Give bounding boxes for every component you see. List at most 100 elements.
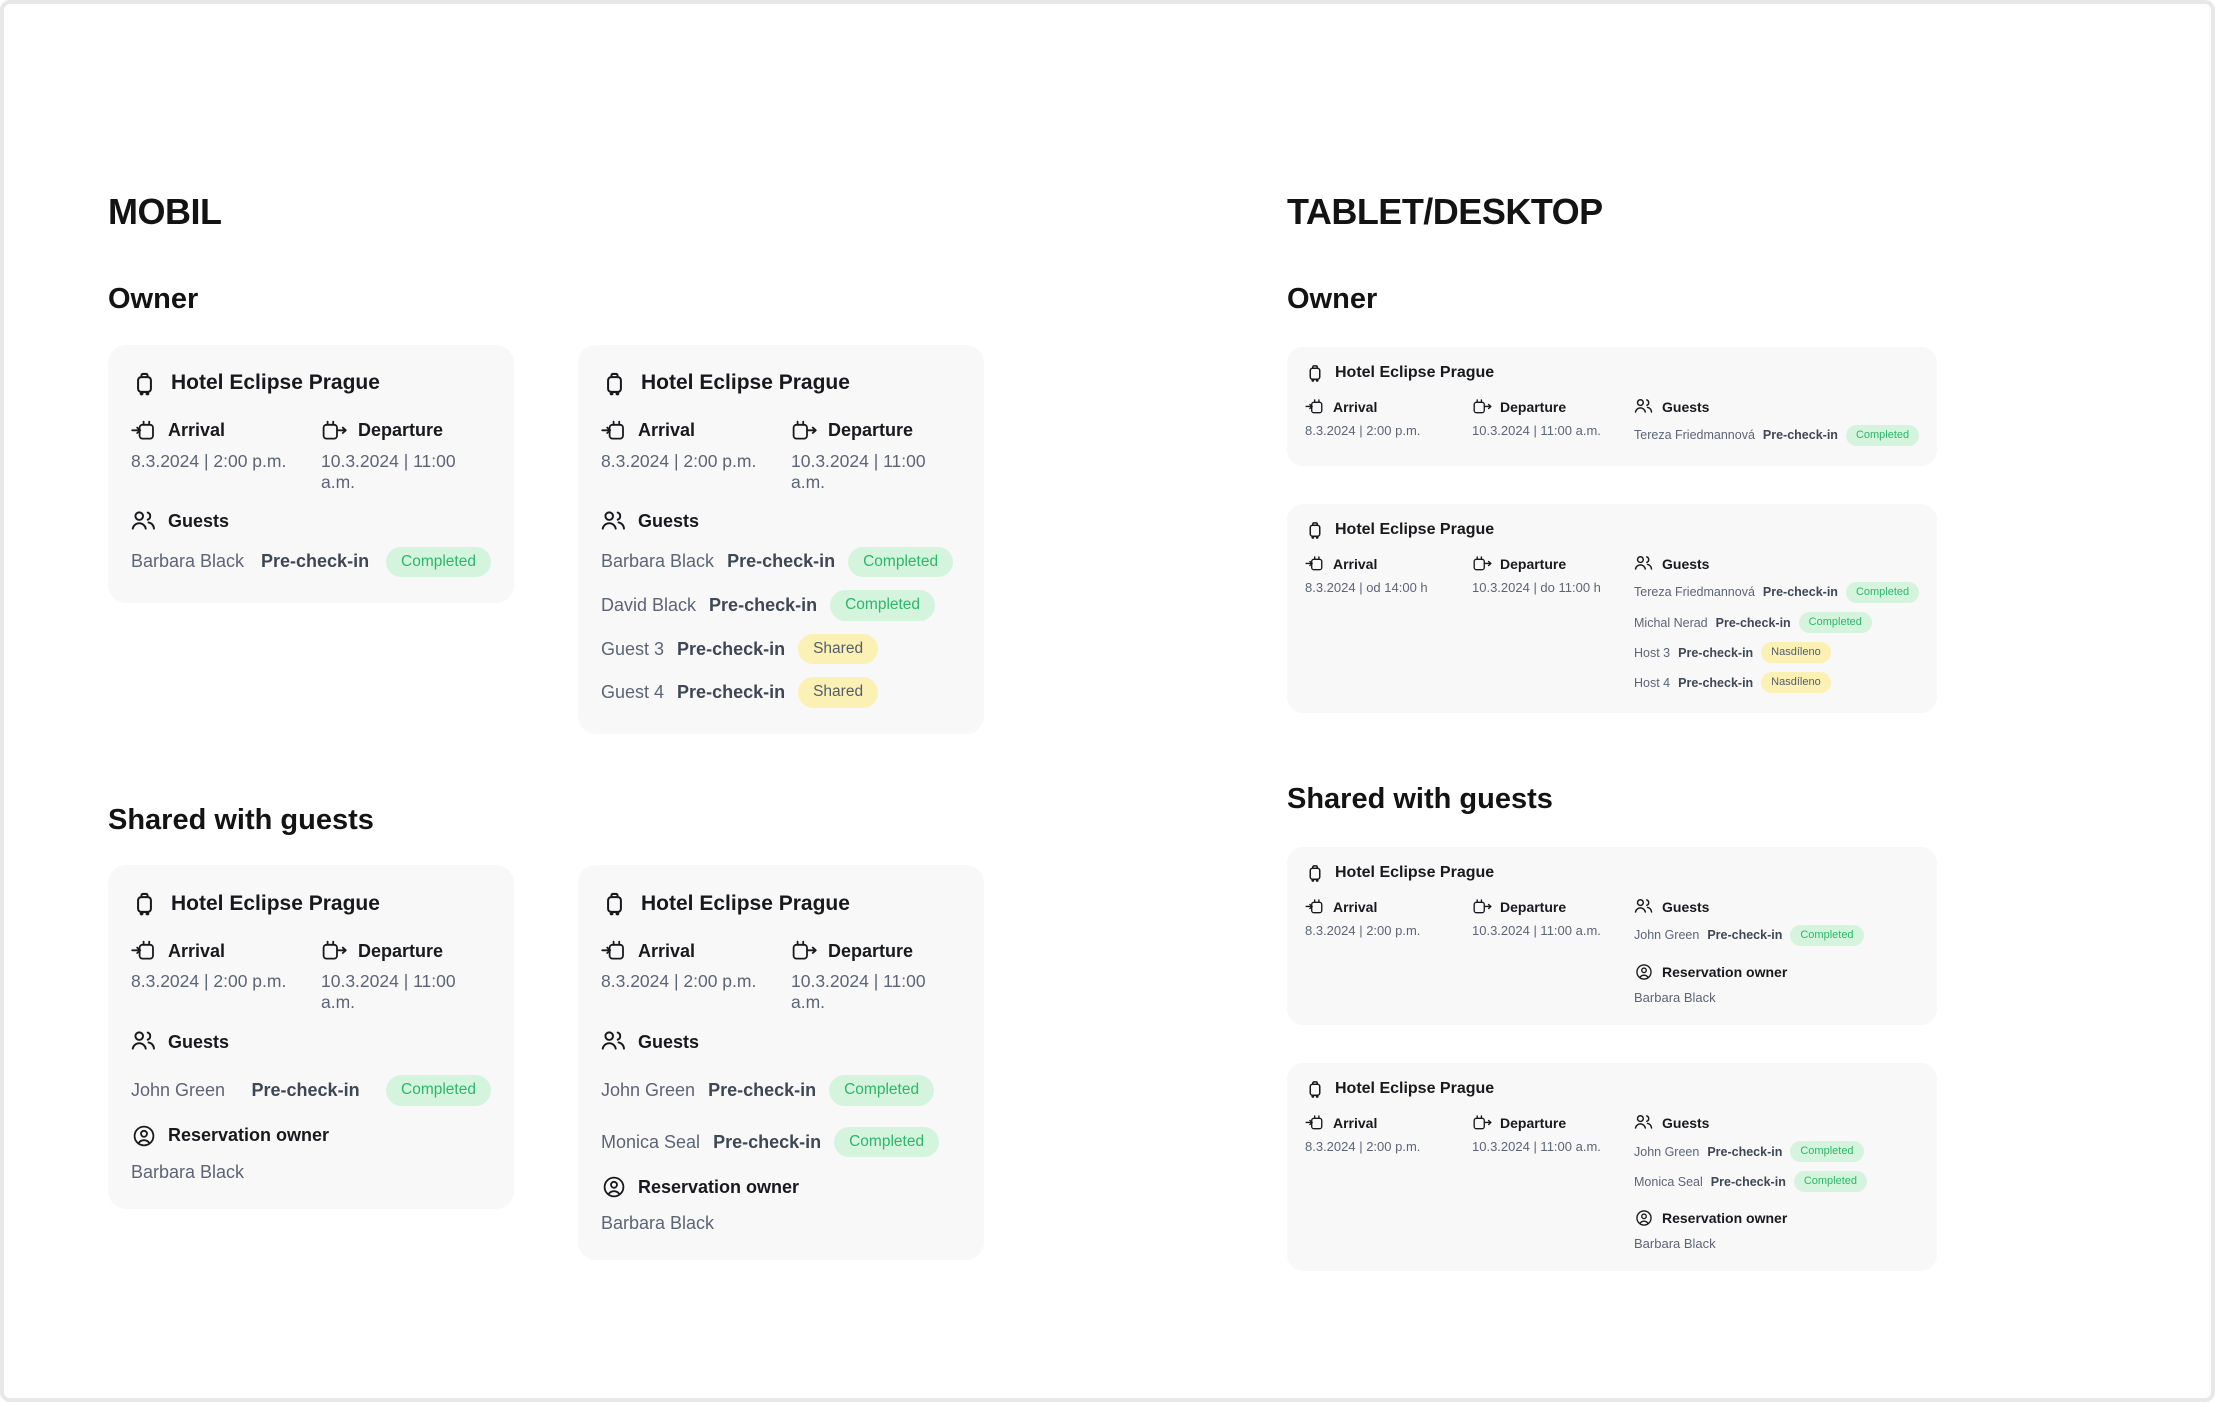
luggage-icon [601, 890, 628, 917]
guests-column: Guests Tereza Friedmannová Pre-check-in … [1634, 398, 1920, 446]
mobile-section-title: MOBIL [108, 191, 222, 232]
reservation-owner-name: Barbara Black [131, 1161, 245, 1182]
hotel-title-row: Hotel Eclipse Prague [1305, 863, 1919, 883]
pre-check-in-status-badge: Completed [830, 590, 936, 621]
calendar-arrow-out-icon [321, 939, 347, 963]
group-owner: Owner Hotel Eclipse Prague Arrival 8.3.2… [1287, 283, 1967, 714]
users-icon [601, 1030, 627, 1054]
guest-name: Barbara Black [601, 551, 715, 572]
arrival-datetime: 8.3.2024 | od 14:00 h [1305, 579, 1428, 595]
guest-name: Monica Seal [1634, 1174, 1703, 1189]
users-icon [1634, 555, 1654, 573]
arrival-column: Arrival 8.3.2024 | 2:00 p.m. [1305, 898, 1472, 938]
hotel-title-row: Hotel Eclipse Prague [1305, 363, 1919, 383]
departure-column: Departure 10.3.2024 | 11:00 a.m. [321, 419, 491, 493]
reservation_owner-label-row: Reservation owner [1634, 1209, 1919, 1227]
arrival-label-row: Arrival [1305, 898, 1472, 916]
guests-label: Guests [1662, 898, 1710, 915]
pre-check-in-status-badge: Completed [1793, 1171, 1868, 1193]
pre-check-in-status-badge: Nasdíleno [1761, 672, 1831, 694]
pre-check-in-status-badge: Completed [1798, 611, 1872, 634]
pre-check-in-label: Pre-check-in [1710, 1174, 1786, 1189]
reservation_owner-label: Reservation owner [1662, 964, 1788, 980]
departure-label-row: Departure [791, 419, 961, 443]
guest-row: John Green Pre-check-in Completed [1634, 924, 1919, 946]
guests-label-row: Guests [1634, 398, 1919, 416]
departure-label-row: Departure [1472, 898, 1634, 916]
guest-name: John Green [601, 1080, 696, 1101]
arrival-column: Arrival 8.3.2024 | 2:00 p.m. [131, 419, 321, 493]
hotel-title-row: Hotel Eclipse Prague [1305, 520, 1919, 540]
users-icon [131, 1030, 157, 1054]
dates-grid: Arrival 8.3.2024 | 2:00 p.m. Departure 1… [601, 939, 961, 1013]
guests-column: Guests Tereza Friedmannová Pre-check-in … [1634, 555, 1920, 694]
guest-row: Guest 3 Pre-check-in Shared [601, 633, 961, 665]
users-icon [601, 510, 627, 534]
arrival-label: Arrival [1333, 555, 1378, 572]
reservation-owner-name: Barbara Black [601, 1213, 715, 1234]
guest-name: Michal Nerad [1634, 615, 1708, 630]
calendar-arrow-in-icon [601, 419, 627, 443]
pre-check-in-status-badge: Completed [848, 546, 954, 578]
arrival-column: Arrival 8.3.2024 | 2:00 p.m. [1305, 398, 1472, 438]
guests-label: Guests [168, 1031, 230, 1052]
hotel-title-row: Hotel Eclipse Prague [1305, 1079, 1919, 1099]
reservation_owner-label-row: Reservation owner [131, 1124, 491, 1148]
arrival-label-row: Arrival [1305, 555, 1472, 573]
guest-row: Host 4 Pre-check-in Nasdíleno [1634, 672, 1919, 694]
calendar-arrow-in-icon [131, 419, 157, 443]
hotel-title-row: Hotel Eclipse Prague [131, 370, 491, 397]
hotel-title-row: Hotel Eclipse Prague [131, 890, 491, 917]
arrival-label: Arrival [638, 420, 696, 441]
pre-check-in-status-badge: Nasdíleno [1761, 642, 1831, 664]
guest-row: John Green Pre-check-in Completed [131, 1075, 491, 1106]
calendar-arrow-out-icon [1472, 398, 1492, 416]
guests-column: Guests John Green Pre-check-in Completed… [1634, 1114, 1919, 1251]
guests-label: Guests [1662, 1115, 1710, 1131]
mobile-column: MOBIL Owner Hotel Eclipse Prague Arrival… [108, 190, 1028, 1261]
departure-datetime: 10.3.2024 | 11:00 a.m. [1472, 422, 1601, 438]
calendar-arrow-in-icon [1305, 898, 1325, 916]
hotel-name: Hotel Eclipse Prague [1335, 863, 1495, 881]
arrival-column: Arrival 8.3.2024 | 2:00 p.m. [1305, 1114, 1472, 1154]
pre-check-in-status-badge: Completed [834, 1126, 940, 1158]
luggage-icon [1305, 520, 1325, 540]
departure-column: Departure 10.3.2024 | 11:00 a.m. [1472, 398, 1634, 438]
arrival-label: Arrival [638, 940, 696, 961]
reservation-card: Hotel Eclipse Prague Arrival 8.3.2024 | … [578, 865, 984, 1261]
card-columns: Arrival 8.3.2024 | 2:00 p.m. Departure 1… [1305, 1114, 1919, 1251]
arrival-datetime: 8.3.2024 | 2:00 p.m. [131, 450, 287, 471]
guest-row: Barbara Black Pre-check-in Completed [131, 546, 491, 578]
users-icon [1634, 398, 1654, 416]
departure-label: Departure [1500, 555, 1567, 572]
guests-label-row: Guests [1634, 898, 1919, 916]
reservation_owner-label: Reservation owner [1662, 1210, 1788, 1227]
dates-grid: Arrival 8.3.2024 | 2:00 p.m. Departure 1… [131, 939, 491, 1013]
calendar-arrow-out-icon [321, 419, 347, 443]
luggage-icon [131, 890, 158, 917]
departure-column: Departure 10.3.2024 | 11:00 a.m. [1472, 1114, 1634, 1154]
guests-label: Guests [1662, 398, 1710, 415]
guests-label-row: Guests [131, 510, 491, 534]
calendar-arrow-in-icon [1305, 555, 1325, 573]
dates-grid: Arrival 8.3.2024 | 2:00 p.m. Departure 1… [131, 419, 491, 493]
guest-row: Monica Seal Pre-check-in Completed [1634, 1171, 1919, 1193]
arrival-label: Arrival [168, 940, 226, 961]
arrival-datetime: 8.3.2024 | 2:00 p.m. [601, 450, 757, 471]
calendar-arrow-out-icon [1472, 1114, 1492, 1132]
circle-user-icon [601, 1175, 627, 1199]
reservation-card: Hotel Eclipse Prague Arrival 8.3.2024 | … [108, 865, 514, 1209]
users-icon [1634, 1114, 1654, 1132]
departure-datetime: 10.3.2024 | 11:00 a.m. [321, 450, 456, 492]
arrival-label-row: Arrival [601, 419, 791, 443]
cards-container: Hotel Eclipse Prague Arrival 8.3.2024 | … [108, 344, 1028, 734]
arrival-label-row: Arrival [131, 419, 321, 443]
guest-name: Barbara Black [131, 551, 245, 572]
departure-datetime: 10.3.2024 | 11:00 a.m. [1472, 1139, 1601, 1154]
hotel-title-row: Hotel Eclipse Prague [601, 370, 961, 397]
reservation-owner-block: Reservation owner Barbara Black [1634, 963, 1919, 1005]
pre-check-in-label: Pre-check-in [1707, 1144, 1783, 1159]
group-heading: Shared with guests [1287, 783, 1553, 816]
reservation_owner-label-row: Reservation owner [1634, 963, 1919, 981]
guest-name: Guest 4 [601, 682, 665, 703]
